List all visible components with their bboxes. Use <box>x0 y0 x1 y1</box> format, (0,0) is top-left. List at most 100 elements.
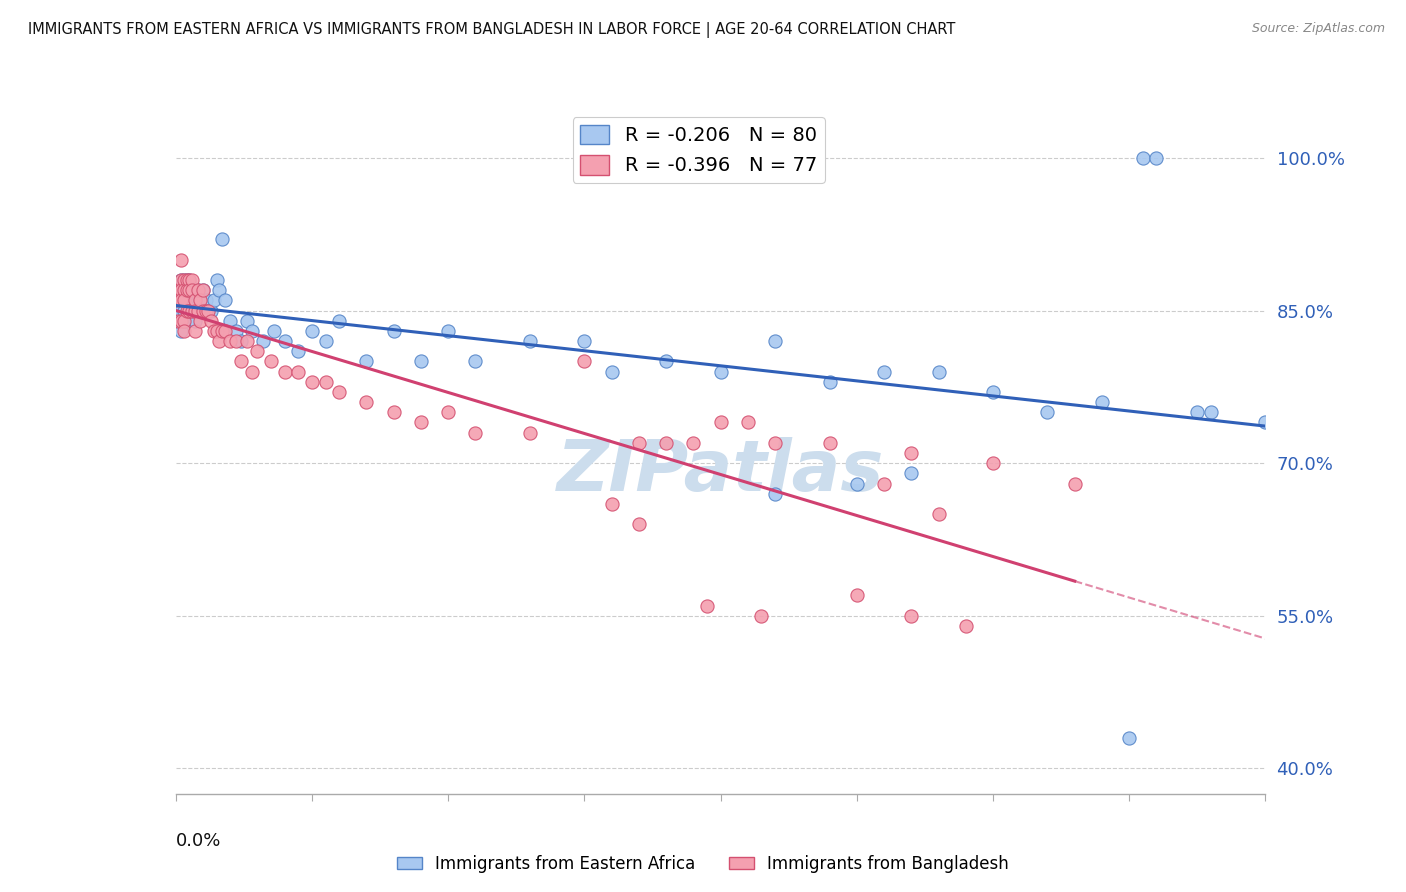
Point <box>260 354 283 368</box>
Point <box>214 324 236 338</box>
Point <box>900 608 922 623</box>
Point <box>225 324 247 338</box>
Point <box>600 497 623 511</box>
Point <box>1063 476 1085 491</box>
Point <box>1199 405 1222 419</box>
Point <box>170 293 193 308</box>
Point <box>179 303 201 318</box>
Point <box>173 293 195 308</box>
Point <box>184 314 207 328</box>
Point <box>737 416 759 430</box>
Point <box>179 283 201 297</box>
Point <box>176 273 198 287</box>
Point <box>184 324 207 338</box>
Point <box>225 334 247 348</box>
Point <box>200 303 222 318</box>
Point <box>197 303 219 318</box>
Point <box>845 589 868 603</box>
Point <box>188 303 211 318</box>
Point <box>710 416 733 430</box>
Point <box>287 365 309 379</box>
Point <box>202 293 225 308</box>
Point <box>315 334 337 348</box>
Point <box>188 293 211 308</box>
Point <box>170 273 193 287</box>
Point <box>437 405 460 419</box>
Point <box>191 283 214 297</box>
Point <box>176 283 198 297</box>
Point <box>184 293 207 308</box>
Point <box>928 507 950 521</box>
Point <box>655 435 678 450</box>
Point <box>574 334 596 348</box>
Point <box>194 293 217 308</box>
Point <box>205 324 228 338</box>
Legend: Immigrants from Eastern Africa, Immigrants from Bangladesh: Immigrants from Eastern Africa, Immigran… <box>391 848 1015 880</box>
Point <box>382 324 405 338</box>
Text: Source: ZipAtlas.com: Source: ZipAtlas.com <box>1251 22 1385 36</box>
Point <box>176 314 198 328</box>
Point <box>186 283 209 297</box>
Point <box>173 314 195 328</box>
Point <box>235 334 257 348</box>
Point <box>246 344 269 359</box>
Point <box>328 314 350 328</box>
Point <box>170 252 193 267</box>
Point <box>179 273 201 287</box>
Point <box>818 375 841 389</box>
Point <box>315 375 337 389</box>
Legend: R = -0.206   N = 80, R = -0.396   N = 77: R = -0.206 N = 80, R = -0.396 N = 77 <box>572 117 825 183</box>
Point <box>173 293 195 308</box>
Point <box>181 293 204 308</box>
Point <box>191 303 214 318</box>
Point <box>173 314 195 328</box>
Point <box>186 303 209 318</box>
Point <box>356 395 378 409</box>
Point <box>176 273 198 287</box>
Point <box>188 293 211 308</box>
Point <box>682 435 704 450</box>
Point <box>170 273 193 287</box>
Point <box>231 354 253 368</box>
Point <box>200 314 222 328</box>
Point <box>170 283 193 297</box>
Point <box>409 354 432 368</box>
Point <box>655 354 678 368</box>
Point <box>188 314 211 328</box>
Point <box>240 324 263 338</box>
Point <box>301 324 323 338</box>
Point <box>173 303 195 318</box>
Point <box>356 354 378 368</box>
Point <box>600 365 623 379</box>
Point <box>710 365 733 379</box>
Point <box>167 314 190 328</box>
Point <box>173 283 195 297</box>
Point <box>900 467 922 481</box>
Point <box>900 446 922 460</box>
Point <box>1118 731 1140 745</box>
Point <box>186 293 209 308</box>
Point <box>173 283 195 297</box>
Point <box>170 303 193 318</box>
Point <box>627 435 650 450</box>
Point <box>167 283 190 297</box>
Point <box>1132 151 1154 165</box>
Point <box>763 435 786 450</box>
Point <box>252 334 274 348</box>
Point <box>181 283 204 297</box>
Point <box>186 283 209 297</box>
Point <box>202 324 225 338</box>
Point <box>179 283 201 297</box>
Point <box>184 303 207 318</box>
Point <box>176 293 198 308</box>
Point <box>184 293 207 308</box>
Point <box>170 293 193 308</box>
Point <box>274 365 297 379</box>
Point <box>1254 416 1277 430</box>
Point <box>464 354 486 368</box>
Point <box>170 314 193 328</box>
Point <box>328 384 350 399</box>
Point <box>219 334 242 348</box>
Point <box>1091 395 1114 409</box>
Point <box>184 283 207 297</box>
